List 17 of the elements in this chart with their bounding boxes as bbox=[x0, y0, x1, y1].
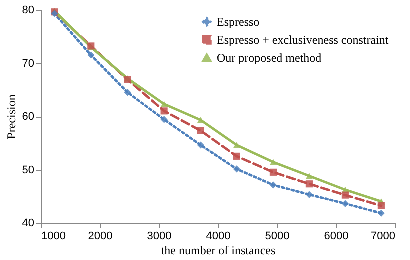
x-tick-label: 3000 bbox=[147, 230, 172, 242]
legend-label: Espresso + exclusiveness constraint bbox=[217, 33, 390, 47]
x-tick-label: 5000 bbox=[265, 230, 290, 242]
x-tick-label: 4000 bbox=[206, 230, 231, 242]
y-tick-label: 70 bbox=[22, 58, 34, 70]
x-tick-label: 1000 bbox=[42, 230, 66, 242]
x-axis-title: the number of instances bbox=[161, 244, 276, 258]
legend-label: Espresso bbox=[217, 15, 260, 29]
legend-label: Our proposed method bbox=[217, 51, 322, 65]
y-tick-label: 40 bbox=[22, 218, 34, 230]
y-tick-label: 80 bbox=[22, 4, 34, 16]
y-tick-label: 60 bbox=[22, 111, 34, 123]
x-tick-label: 6000 bbox=[324, 230, 349, 242]
y-axis-title: Precision bbox=[4, 94, 18, 140]
y-tick-label: 50 bbox=[22, 164, 34, 176]
x-tick-label: 7000 bbox=[371, 230, 396, 242]
x-tick-label: 2000 bbox=[88, 230, 113, 242]
